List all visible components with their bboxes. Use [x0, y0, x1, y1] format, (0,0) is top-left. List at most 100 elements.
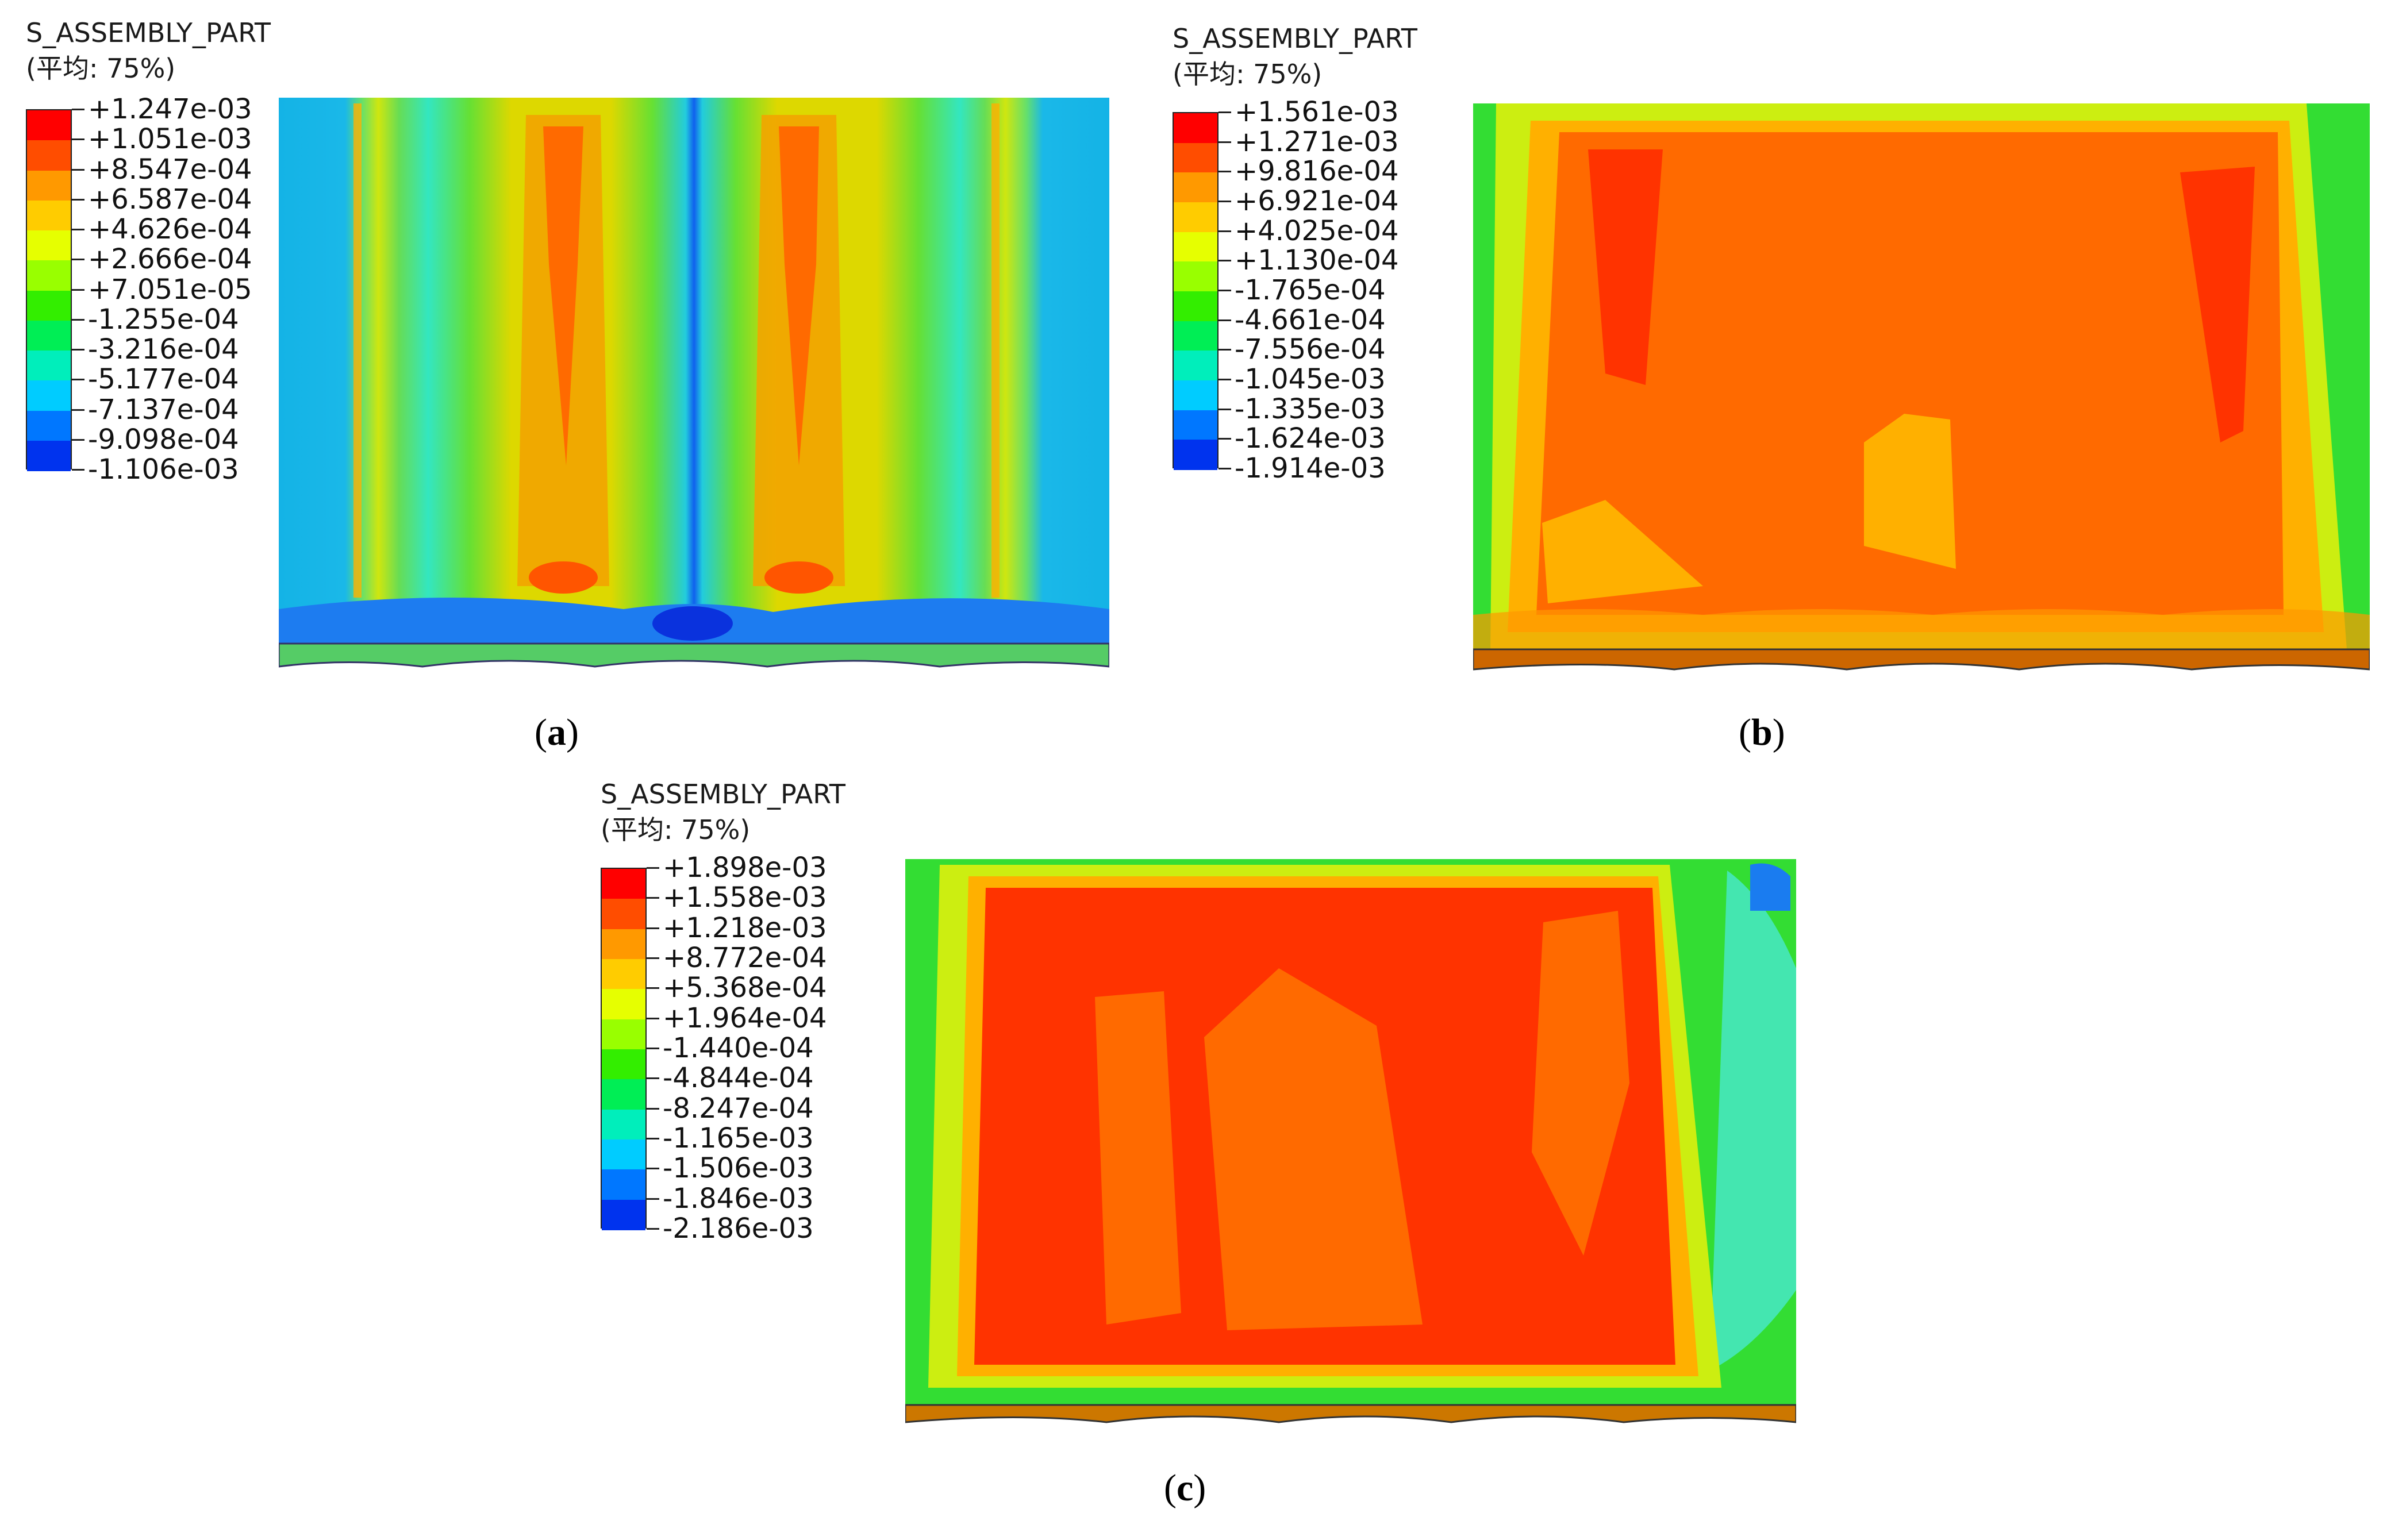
- legend-value: +1.561e-03: [1235, 96, 1399, 128]
- legend-subtitle: (平均: 75%): [26, 53, 176, 84]
- legend-tick: [1219, 141, 1231, 143]
- legend-tick: [1219, 349, 1231, 351]
- legend-value: -1.624e-03: [1235, 422, 1386, 455]
- color-swatch: [27, 380, 71, 411]
- contour-plot-b: [1473, 103, 2370, 671]
- legend-tick: [72, 109, 84, 110]
- color-swatch: [27, 410, 71, 441]
- color-swatch: [1174, 291, 1217, 322]
- legend-tick: [647, 927, 659, 929]
- legend-value: +1.218e-03: [663, 911, 827, 944]
- legend-tick: [647, 1077, 659, 1080]
- color-scale-bar: [26, 109, 72, 471]
- legend-value: +1.051e-03: [88, 123, 252, 156]
- legend-tick: [72, 469, 84, 471]
- contour-plot-c: [905, 859, 1796, 1423]
- legend-tick: [72, 168, 84, 171]
- legend-value: +7.051e-05: [88, 273, 252, 306]
- legend-title: S_ASSEMBLY_PART: [1173, 23, 1417, 54]
- legend-value: +2.666e-04: [88, 243, 252, 276]
- legend-tick: [72, 288, 84, 291]
- legend-value: -4.661e-04: [1235, 303, 1386, 336]
- color-swatch: [27, 440, 71, 471]
- legend-tick: [647, 1138, 659, 1139]
- legend-tick: [1219, 260, 1231, 262]
- legend-value: +5.368e-04: [663, 972, 827, 1004]
- color-swatch: [602, 1199, 645, 1230]
- caption-a: (a): [535, 711, 579, 753]
- legend-tick: [1219, 171, 1231, 173]
- legend-value: +4.025e-04: [1235, 214, 1399, 247]
- legend-value: -1.765e-04: [1235, 274, 1386, 306]
- legend-tick: [72, 438, 84, 441]
- legend-subtitle: (平均: 75%): [601, 814, 751, 845]
- legend-tick: [1219, 379, 1231, 380]
- legend-value: +8.772e-04: [663, 942, 827, 974]
- color-swatch: [27, 200, 71, 231]
- caption-c: (c): [1164, 1467, 1206, 1509]
- legend-value: -1.914e-03: [1235, 452, 1386, 484]
- legend-tick: [647, 1228, 659, 1230]
- legend-value: +1.271e-03: [1235, 125, 1399, 158]
- legend-title: S_ASSEMBLY_PART: [601, 779, 845, 810]
- color-swatch: [602, 1109, 645, 1140]
- legend-tick: [72, 198, 84, 201]
- color-scale-bar: [1173, 112, 1219, 470]
- color-swatch: [1174, 440, 1217, 470]
- color-swatch: [1174, 143, 1217, 174]
- color-swatch: [27, 110, 71, 141]
- legend-value: -1.440e-04: [663, 1032, 814, 1064]
- caption-b: (b): [1739, 711, 1785, 753]
- color-swatch: [1174, 202, 1217, 233]
- color-swatch: [602, 1139, 645, 1171]
- contour-plot-a: [279, 98, 1109, 668]
- legend-value: +1.964e-04: [663, 1002, 827, 1034]
- legend-tick: [72, 409, 84, 411]
- color-swatch: [1174, 113, 1217, 144]
- legend-value: -5.177e-04: [88, 363, 239, 396]
- color-swatch: [602, 1019, 645, 1050]
- legend-tick: [1219, 290, 1231, 291]
- color-swatch: [1174, 232, 1217, 263]
- color-swatch: [27, 290, 71, 321]
- legend-value: -7.556e-04: [1235, 333, 1386, 366]
- color-swatch: [602, 1049, 645, 1080]
- legend-tick: [72, 318, 84, 321]
- legend-value: -1.045e-03: [1235, 363, 1386, 395]
- legend-tick: [647, 987, 659, 990]
- legend-tick: [1219, 111, 1231, 113]
- color-swatch: [27, 320, 71, 351]
- legend-value: -1.106e-03: [88, 453, 239, 486]
- legend-value: -1.255e-04: [88, 303, 239, 336]
- legend-value: +8.547e-04: [88, 153, 252, 186]
- legend-tick: [1219, 201, 1231, 202]
- legend-tick: [72, 229, 84, 230]
- legend-value: -4.844e-04: [663, 1062, 814, 1095]
- color-swatch: [27, 260, 71, 291]
- legend-tick: [72, 138, 84, 141]
- legend-value: -3.216e-04: [88, 333, 239, 365]
- color-swatch: [27, 170, 71, 201]
- color-swatch: [27, 230, 71, 261]
- legend-value: -1.335e-03: [1235, 392, 1386, 425]
- legend-value: +4.626e-04: [88, 213, 252, 245]
- legend-tick: [647, 1107, 659, 1110]
- color-swatch: [602, 899, 645, 930]
- legend-value: -9.098e-04: [88, 423, 239, 456]
- legend-tick: [72, 349, 84, 351]
- legend-title: S_ASSEMBLY_PART: [26, 17, 271, 48]
- legend-tick: [647, 1168, 659, 1170]
- legend-tick: [647, 957, 659, 959]
- legend-tick: [647, 1048, 659, 1049]
- color-swatch: [27, 351, 71, 382]
- legend-value: -7.137e-04: [88, 393, 239, 426]
- color-swatch: [602, 1169, 645, 1200]
- legend-value: -1.846e-03: [663, 1182, 814, 1215]
- legend-tick: [647, 897, 659, 899]
- legend-subtitle: (平均: 75%): [1173, 59, 1323, 90]
- legend-tick: [1219, 319, 1231, 321]
- color-swatch: [602, 869, 645, 900]
- legend-tick: [1219, 438, 1231, 440]
- legend-tick: [1219, 230, 1231, 232]
- legend-value: +1.898e-03: [663, 852, 827, 884]
